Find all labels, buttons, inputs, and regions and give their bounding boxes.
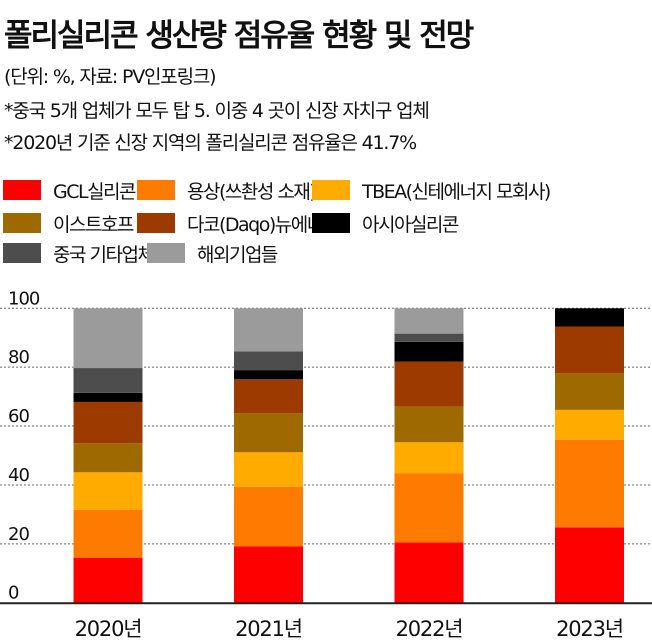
bar-segment — [394, 542, 464, 603]
y-tick-label: 80 — [8, 347, 29, 368]
bar-segment — [73, 392, 143, 402]
bar-segment — [555, 308, 624, 327]
legend-label: TBEA(신테에너지 모회사) — [362, 180, 551, 203]
bar-segment — [234, 413, 303, 453]
x-tick-label: 2023년 — [556, 617, 623, 641]
y-tick-label: 60 — [8, 406, 29, 427]
legend-label: 아시아실리콘 — [362, 213, 459, 236]
legend-item: TBEA(신테에너지 모회사) — [312, 180, 551, 203]
bar-segment — [555, 409, 624, 440]
bar-segment — [394, 308, 464, 334]
note-2: *2020년 기준 신장 지역의 폴리실리콘 점유율은 41.7% — [4, 132, 417, 154]
bar-segment — [394, 473, 464, 543]
legend-label: GCL실리콘 — [53, 180, 137, 203]
bar-segment — [234, 308, 303, 352]
note-1: *중국 5개 업체가 모두 탑 5. 이중 4 곳이 신장 자치구 업체 — [4, 100, 430, 122]
bar-segment — [234, 546, 303, 603]
legend-label: 용상(쓰촨성 소재) — [187, 180, 317, 203]
unit-note: (단위: %, 자료: PV인포링크) — [4, 66, 217, 88]
legend-swatch — [3, 243, 41, 263]
y-tick-label: 100 — [8, 288, 40, 309]
bar-segment — [394, 406, 464, 443]
bar-segment — [394, 341, 464, 362]
bar-segment — [234, 452, 303, 487]
legend-swatch — [137, 213, 175, 233]
bar-segment — [73, 557, 143, 603]
legend-label: 중국 기타업체 — [53, 243, 155, 266]
legend-swatch — [147, 243, 185, 263]
x-tick-label: 2022년 — [396, 617, 463, 641]
bar-segment — [555, 439, 624, 528]
bar-segment — [234, 486, 303, 547]
y-tick-label: 20 — [8, 524, 29, 545]
bar-segment — [394, 442, 464, 474]
bar-segment — [234, 370, 303, 380]
legend-item: GCL실리콘 — [3, 180, 137, 203]
bar-segment — [73, 308, 143, 369]
legend-swatch — [3, 180, 41, 200]
y-tick-label: 40 — [8, 465, 29, 486]
legend-swatch — [3, 213, 41, 233]
bar-segment — [234, 379, 303, 414]
legend-item: 이스트호프 — [3, 213, 134, 236]
x-tick-label: 2020년 — [75, 617, 142, 641]
legend-label: 해외기업들 — [197, 243, 278, 266]
legend-item: 다코(Daqo)뉴에너지 — [137, 213, 340, 236]
bar-segment — [394, 361, 464, 407]
legend-swatch — [312, 213, 350, 233]
legend-item: 중국 기타업체 — [3, 243, 155, 266]
chart-title: 폴리실리콘 생산량 점유율 현황 및 전망 — [4, 18, 474, 54]
legend-item: 해외기업들 — [147, 243, 278, 266]
y-tick-label: 0 — [8, 583, 19, 604]
legend-swatch — [312, 180, 350, 200]
bar-segment — [555, 527, 624, 603]
bar-segment — [234, 351, 303, 371]
bar-segment — [73, 472, 143, 510]
legend-item: 용상(쓰촨성 소재) — [137, 180, 317, 203]
legend-item: 아시아실리콘 — [312, 213, 459, 236]
legend-label: 이스트호프 — [53, 213, 134, 236]
bar-segment — [73, 401, 143, 444]
legend-swatch — [137, 180, 175, 200]
bar-segment — [73, 509, 143, 558]
bar-segment — [394, 333, 464, 342]
x-tick-label: 2021년 — [235, 617, 302, 641]
bar-segment — [555, 373, 624, 410]
bar-segment — [555, 326, 624, 374]
bar-segment — [73, 368, 143, 393]
legend-label: 다코(Daqo)뉴에너지 — [187, 213, 340, 236]
bar-segment — [73, 443, 143, 473]
